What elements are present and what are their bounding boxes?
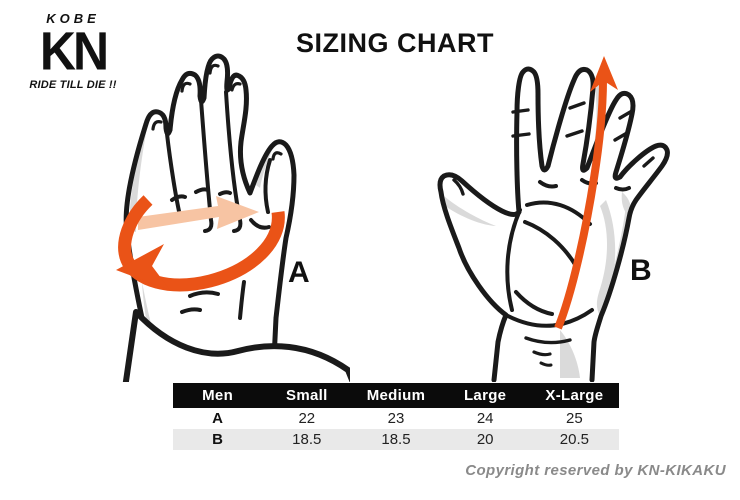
size-table-header-row: Men Small Medium Large X-Large bbox=[173, 383, 619, 408]
brand-logo: KOBE KN RIDE TILL DIE !! bbox=[22, 12, 124, 91]
header-cell-large: Large bbox=[440, 383, 530, 408]
right-hand-silhouette bbox=[440, 69, 668, 380]
header-cell-xlarge: X-Large bbox=[529, 383, 619, 408]
cell-a-large: 24 bbox=[440, 408, 530, 429]
size-table: Men Small Medium Large X-Large A 22 23 2… bbox=[173, 383, 619, 450]
logo-kn-monogram: KN bbox=[39, 20, 109, 82]
cell-b-large: 20 bbox=[440, 429, 530, 450]
header-cell-medium: Medium bbox=[351, 383, 441, 408]
measurement-label-a: A bbox=[288, 256, 310, 289]
measurement-label-b: B bbox=[630, 254, 652, 287]
cell-b-medium: 18.5 bbox=[351, 429, 441, 450]
logo-kobe-text: KOBE bbox=[46, 11, 100, 26]
copyright-text: Copyright reserved by KN-KIKAKU bbox=[465, 462, 726, 479]
cell-a-small: 22 bbox=[262, 408, 352, 429]
cell-a-medium: 23 bbox=[351, 408, 441, 429]
table-row-a: A 22 23 24 25 bbox=[173, 408, 619, 429]
row-label-b: B bbox=[173, 429, 263, 450]
logo-tagline: RIDE TILL DIE !! bbox=[29, 79, 117, 91]
table-row-b: B 18.5 18.5 20 20.5 bbox=[173, 429, 619, 450]
left-hand-illustration bbox=[116, 53, 350, 382]
circumference-arrow bbox=[116, 195, 285, 292]
length-arrow bbox=[554, 56, 618, 330]
header-cell-small: Small bbox=[262, 383, 352, 408]
left-hand-cuff bbox=[122, 309, 350, 382]
cell-a-xlarge: 25 bbox=[529, 408, 619, 429]
right-hand-illustration bbox=[437, 56, 670, 382]
right-hand-outline bbox=[437, 66, 670, 382]
left-hand-outline bbox=[123, 53, 297, 382]
row-label-a: A bbox=[173, 408, 263, 429]
page-title: SIZING CHART bbox=[296, 28, 494, 58]
header-cell-men: Men bbox=[173, 383, 263, 408]
cell-b-xlarge: 20.5 bbox=[529, 429, 619, 450]
circumference-arrow-back bbox=[138, 196, 259, 230]
cell-b-small: 18.5 bbox=[262, 429, 352, 450]
